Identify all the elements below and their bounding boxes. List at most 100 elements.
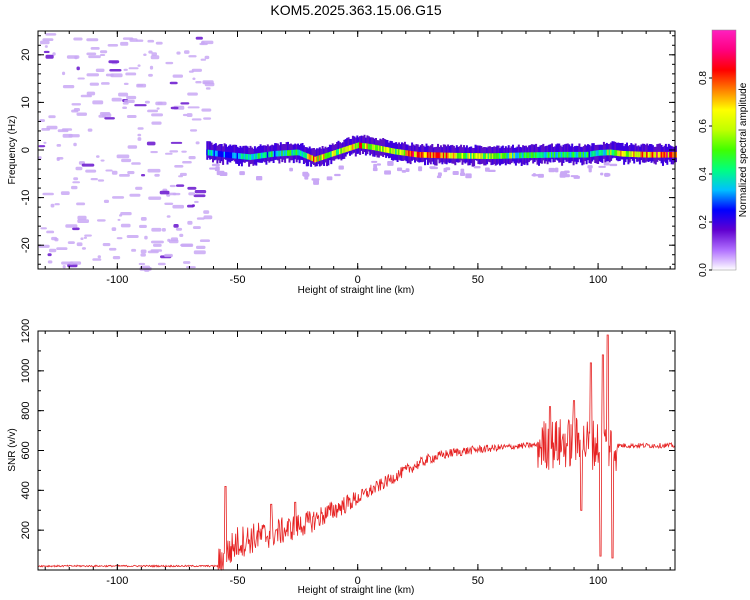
ridge-core-cell: [437, 152, 439, 159]
ridge-core-cell: [367, 143, 370, 150]
ridge-core-cell: [328, 151, 331, 158]
noise-cell: [129, 193, 141, 197]
noise-cell: [61, 128, 73, 131]
ridge-core-cell: [292, 149, 295, 156]
ridge-core-cell: [579, 151, 582, 158]
noise-cell: [161, 228, 166, 232]
ridge-core-cell: [349, 145, 351, 151]
noise-cell: [141, 174, 146, 177]
ridge-core-cell: [435, 152, 438, 159]
ridge-core-cell: [396, 149, 399, 155]
ridge-core-cell: [350, 144, 353, 151]
noise-cell: [65, 224, 78, 228]
ridge-core-cell: [630, 151, 633, 157]
ridge-core-cell: [662, 151, 664, 158]
noise-cell: [140, 253, 146, 257]
noise-cell: [126, 115, 137, 118]
ridge-core-cell: [264, 152, 266, 158]
ridge-core-cell: [542, 152, 545, 158]
ridge-core-cell: [380, 146, 383, 152]
ridge-core-cell: [408, 150, 411, 157]
noise-cell: [203, 215, 213, 220]
ridge-core-cell: [582, 151, 585, 158]
ridge-fringe-cell: [604, 173, 611, 177]
snr-y-tick-label: 200: [20, 521, 32, 539]
colorbar-tick-label: 0.2: [698, 215, 709, 229]
ridge-core-cell: [207, 149, 210, 156]
ridge-core-cell: [353, 143, 356, 150]
noise-cell: [186, 266, 196, 269]
ridge-core-cell: [261, 152, 264, 159]
noise-cell: [137, 133, 142, 137]
ridge-halo-cell: [245, 145, 248, 162]
ridge-fringe-cell: [289, 167, 293, 172]
snr-x-axis-label: Height of straight line (km): [298, 585, 415, 596]
ridge-core-cell: [523, 152, 526, 159]
noise-cell: [157, 262, 166, 266]
ridge-core-cell: [339, 148, 341, 155]
ridge-core-cell: [517, 152, 520, 159]
ridge-core-cell: [571, 151, 574, 158]
ridge-core-cell: [445, 152, 448, 159]
noise-cell: [195, 36, 203, 40]
noise-cell: [76, 112, 87, 116]
noise-cell: [118, 92, 129, 97]
noise-cell: [125, 72, 137, 76]
ridge-core-cell: [259, 152, 262, 159]
snr-y-tick-label: 600: [20, 441, 32, 459]
ridge-fringe-cell: [588, 168, 592, 173]
ridge-core-cell: [666, 151, 669, 158]
ridge-core-cell: [533, 152, 536, 158]
ridge-core-cell: [605, 149, 608, 156]
noise-cell: [199, 239, 210, 242]
ridge-core-cell: [452, 152, 455, 159]
noise-cell: [148, 73, 153, 77]
ridge-core-cell: [295, 149, 298, 156]
noise-cell: [90, 178, 98, 181]
ridge-core-cell: [209, 149, 212, 156]
ridge-core-cell: [476, 153, 478, 159]
ridge-core-cell: [418, 151, 421, 158]
ridge-core-cell: [425, 152, 428, 158]
ridge-fringe-cell: [371, 160, 378, 163]
ridge-core-cell: [561, 151, 564, 158]
colorbar-frame: [711, 29, 737, 271]
ridge-core-cell: [656, 151, 659, 158]
ridge-core-cell: [664, 151, 667, 158]
ridge-core-cell: [663, 151, 666, 158]
noise-cell: [167, 238, 171, 242]
noise-cell: [144, 235, 148, 240]
noise-cell: [95, 68, 105, 72]
noise-cell: [151, 121, 162, 125]
noise-cell: [123, 68, 128, 71]
ridge-core-cell: [434, 152, 437, 158]
noise-cell: [128, 67, 139, 70]
noise-cell: [181, 150, 187, 153]
ridge-fringe-cell: [387, 161, 394, 166]
ridge-core-cell: [377, 145, 380, 152]
ridge-fringe-cell: [554, 167, 559, 173]
ridge-core-cell: [442, 152, 445, 159]
noise-cell: [46, 125, 58, 130]
ridge-core-cell: [409, 150, 412, 157]
ridge-core-cell: [206, 149, 209, 156]
noise-cell: [155, 101, 167, 106]
ridge-core-cell: [600, 149, 602, 156]
ridge-core-cell: [392, 148, 395, 154]
colorbar-tick-label: 0.4: [698, 167, 709, 181]
spectrogram-y-tick-label: 20: [20, 49, 32, 61]
noise-cell: [182, 113, 188, 117]
noise-cell: [46, 230, 55, 234]
noise-cell: [170, 141, 183, 144]
ridge-fringe-cell: [460, 172, 466, 176]
ridge-fringe-cell: [460, 168, 465, 174]
ridge-core-cell: [556, 152, 559, 158]
ridge-core-cell: [455, 152, 458, 159]
ridge-core-cell: [610, 149, 613, 156]
ridge-core-cell: [363, 143, 366, 149]
ridge-core-cell: [460, 152, 463, 159]
ridge-core-cell: [468, 153, 471, 159]
ridge-core-cell: [647, 151, 650, 158]
noise-cell: [77, 215, 87, 220]
noise-cell: [87, 128, 93, 132]
